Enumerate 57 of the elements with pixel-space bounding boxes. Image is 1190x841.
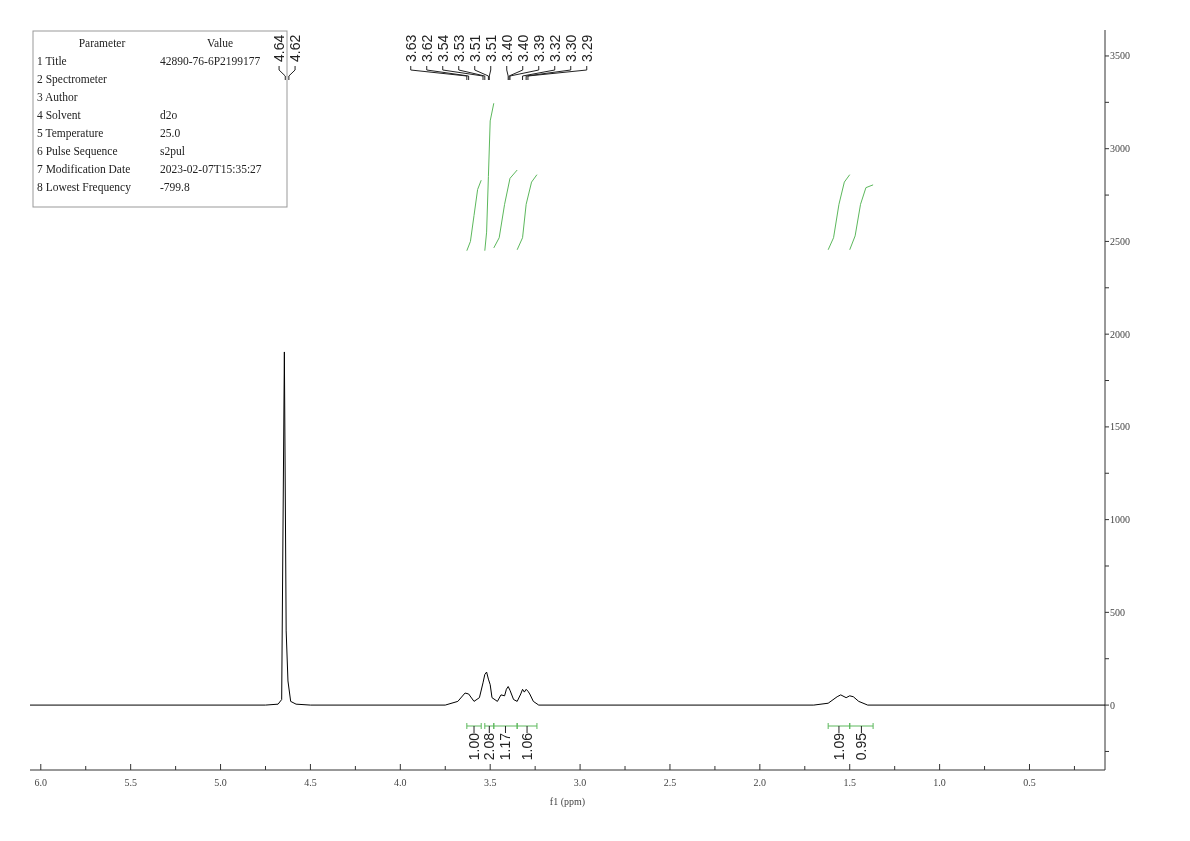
line-series <box>849 184 874 251</box>
y-tick-label: 1500 <box>1110 421 1130 433</box>
annotation: 1.09 <box>830 732 847 761</box>
x-tick-label: 0.5 <box>1023 777 1036 788</box>
x-tick-label: 3.0 <box>573 777 587 788</box>
annotation: 3.40 <box>498 34 515 62</box>
annotation: 1.00 <box>466 732 483 761</box>
annotation: 3.51 <box>466 34 483 62</box>
text: 8 Lowest Frequency -799.8 <box>37 181 190 193</box>
annotation: 1.06 <box>519 732 536 761</box>
annotation: 3.63 <box>402 34 419 62</box>
y-tick-label: 1000 <box>1110 514 1130 526</box>
y-tick-label: 0 <box>1110 699 1115 711</box>
annotation: 0.95 <box>853 732 870 761</box>
annotation: 3.53 <box>450 34 467 62</box>
annotation: 3.40 <box>514 34 531 62</box>
x-tick-label: 5.0 <box>214 777 227 788</box>
x-tick-label: 4.0 <box>394 777 407 788</box>
line-series <box>484 102 495 252</box>
annotation: 4.62 <box>287 34 304 62</box>
y-tick-label: 3500 <box>1110 50 1130 62</box>
x-tick-label: 3.5 <box>483 777 497 788</box>
line-series <box>827 174 851 251</box>
x-tick-label: 1.5 <box>843 777 856 788</box>
annotation: 3.54 <box>434 34 451 62</box>
x-tick-label: 1.0 <box>933 777 946 788</box>
x-tick-label: 2.0 <box>753 777 767 788</box>
text: 5 Temperature 25.0 <box>37 127 181 139</box>
text: 4 Solvent d2o <box>37 109 178 121</box>
y-tick-label: 3000 <box>1110 143 1130 155</box>
y-tick-label: 2000 <box>1110 328 1130 340</box>
text: 6 Pulse Sequence s2pul <box>37 145 185 157</box>
annotation: 3.32 <box>546 34 563 62</box>
line-series <box>466 179 482 252</box>
annotation: 1.17 <box>497 732 514 761</box>
x-tick-label: 5.5 <box>124 777 137 788</box>
annotation: 2.08 <box>481 732 498 761</box>
annotation: 4.64 <box>271 34 288 62</box>
annotation: 3.30 <box>562 34 579 62</box>
annotation: 3.51 <box>482 34 499 62</box>
x-tick-label: 4.5 <box>304 777 317 788</box>
y-tick-label: 500 <box>1110 606 1125 618</box>
annotation: 3.29 <box>578 34 595 62</box>
annotation: 2 Spectrometer <box>37 73 108 86</box>
annotation: 3.62 <box>418 34 435 62</box>
text: 1 Title 42890-76-6P2199177 <box>37 55 261 67</box>
annotation: 3.39 <box>530 34 547 62</box>
x-tick-label: 6.0 <box>34 777 48 788</box>
text: 7 Modification Date 2023-02-07T15:35:27 <box>37 163 262 175</box>
line-series <box>493 169 518 249</box>
line-series <box>29 351 1106 706</box>
annotation: 3 Author <box>37 91 78 103</box>
line-series <box>516 174 538 251</box>
text: Parameter Value <box>78 37 234 49</box>
x-axis-title: f1 (ppm) <box>549 796 586 808</box>
x-tick-label: 2.5 <box>663 777 677 788</box>
y-tick-label: 2500 <box>1110 235 1130 247</box>
